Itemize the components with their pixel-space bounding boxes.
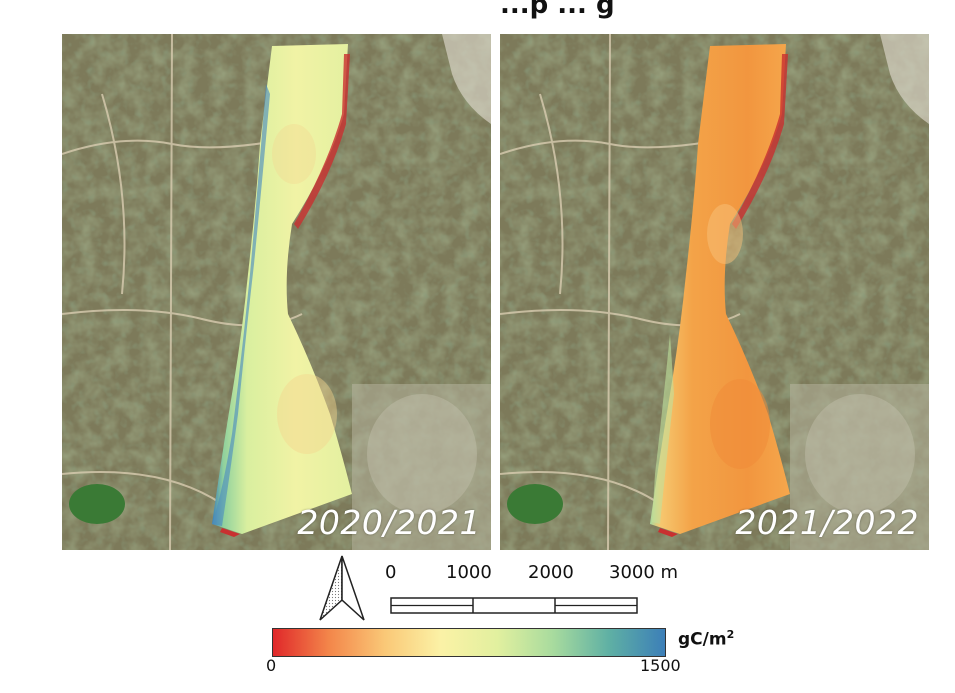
legend-unit-exponent: 2 (726, 628, 735, 641)
color-legend-bar (272, 628, 666, 657)
map-panel-2021-2022: 2021/2022 (500, 34, 929, 550)
page-title: ...p ... g (500, 0, 615, 20)
scale-label-3000: 3000 m (609, 562, 679, 583)
legend-unit-base: gC/m (678, 629, 727, 650)
cropped-title: ...p ... g (0, 0, 955, 20)
year-label-2020-2021: 2020/2021 (297, 503, 481, 542)
legend-max-label: 1500 (640, 656, 681, 675)
scale-label-0: 0 (385, 562, 397, 583)
north-arrow-icon (319, 555, 365, 621)
scale-bar-graphic (390, 597, 638, 614)
scale-label-2000: 2000 (528, 562, 574, 583)
legend-unit: gC/m2 (678, 628, 734, 650)
map-panel-2020-2021: 2020/2021 (62, 34, 491, 550)
legend-min-label: 0 (266, 656, 277, 675)
satellite-map-2020 (62, 34, 491, 550)
scale-bar: 0 1000 2000 3000 m (380, 560, 700, 620)
scale-label-1000: 1000 (446, 562, 492, 583)
satellite-map-2021 (500, 34, 929, 550)
year-label-2021-2022: 2021/2022 (735, 503, 919, 542)
